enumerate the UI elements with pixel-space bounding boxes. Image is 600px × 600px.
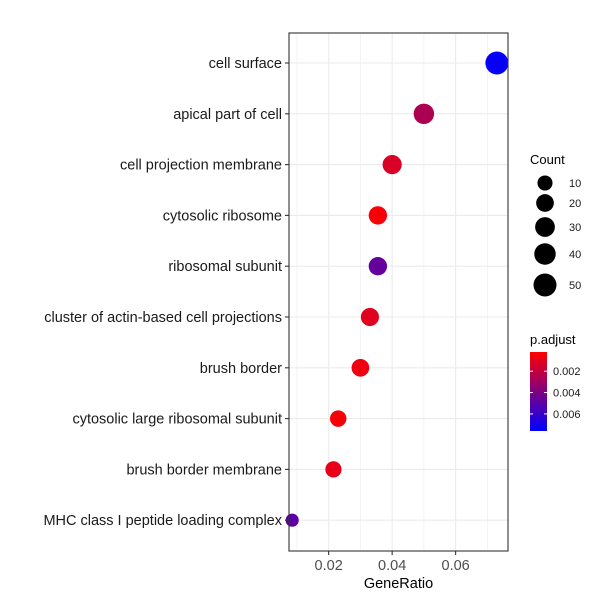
data-point [325, 461, 342, 478]
data-point [351, 358, 370, 377]
colorbar-label: 0.006 [553, 409, 581, 421]
data-point [368, 257, 388, 276]
colorbar-label: 0.002 [553, 366, 581, 378]
y-tick-label: brush border [200, 361, 282, 377]
legend-count-label: 30 [569, 222, 581, 234]
legend-padjust-title: p.adjust [530, 332, 576, 347]
y-tick-label: ribosomal subunit [168, 259, 282, 275]
y-tick-label: cell projection membrane [120, 158, 282, 174]
y-tick-label: cytosolic large ribosomal subunit [72, 412, 282, 428]
y-axis: cell surface apical part of cell cell proj… [43, 56, 289, 529]
data-point [368, 206, 388, 225]
legend-count-key [534, 243, 556, 265]
y-tick-label: apical part of cell [173, 107, 282, 123]
x-tick-label: 0.06 [442, 558, 470, 574]
legend-count-label: 50 [569, 280, 581, 292]
legend-count-label: 40 [569, 249, 581, 261]
data-point [485, 51, 509, 75]
data-point [329, 410, 347, 427]
legend-count: Count 10 20 30 40 50 [530, 152, 581, 297]
x-axis-title: GeneRatio [364, 576, 433, 592]
legend-count-title: Count [530, 152, 565, 167]
y-tick-label: cluster of actin-based cell projections [44, 310, 282, 326]
legend-count-label: 20 [569, 198, 581, 210]
legend-count-key [535, 217, 555, 237]
data-point [413, 103, 435, 125]
colorbar-label: 0.004 [553, 388, 581, 400]
x-tick-label: 0.02 [315, 558, 343, 574]
y-tick-label: brush border membrane [126, 462, 282, 478]
legend-p-adjust: p.adjust 0.002 0.004 0.006 [530, 332, 581, 431]
panel-border [288, 32, 509, 552]
legend-count-label: 10 [569, 178, 581, 190]
grid-lines [289, 33, 508, 551]
legend-count-key [536, 194, 554, 212]
y-tick-label: MHC class I peptide loading complex [43, 513, 282, 529]
y-tick-label: cytosolic ribosome [163, 208, 282, 224]
data-point [382, 155, 402, 175]
colorbar [530, 352, 547, 431]
x-tick-label: 0.04 [378, 558, 406, 574]
data-points [285, 51, 509, 527]
legend-count-key [533, 273, 557, 297]
y-tick-label: cell surface [209, 56, 282, 72]
legend-count-key [537, 175, 553, 191]
data-point [360, 307, 380, 327]
x-axis: 0.02 0.04 0.06 [315, 551, 470, 574]
